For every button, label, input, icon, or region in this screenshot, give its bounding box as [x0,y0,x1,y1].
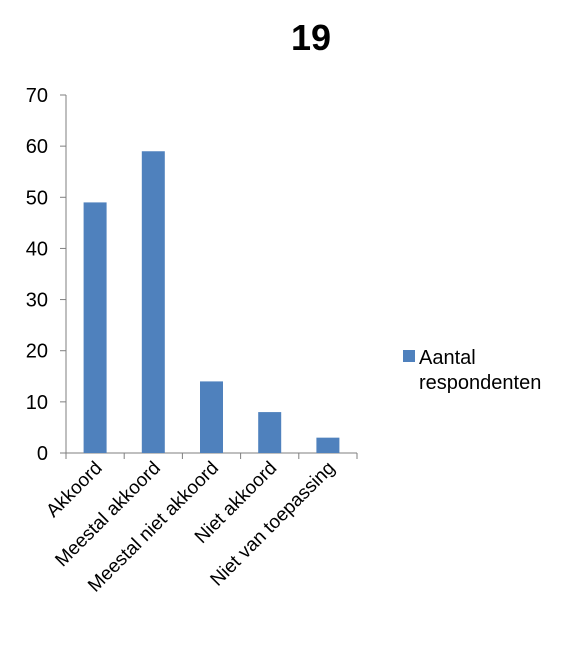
bar [258,412,282,453]
legend-swatch [403,350,415,362]
x-tick-label: Meestal akkoord [51,458,164,571]
bar [141,151,165,453]
axes: 0 10 20 30 40 50 60 70 [26,85,358,465]
y-tick-label: 20 [26,341,48,363]
legend-label-line2: respondenten [419,372,541,394]
legend-label-line1: Aantal [419,347,476,369]
legend: Aantal respondenten [403,347,541,394]
y-tick-label: 0 [37,443,48,465]
y-tick-label: 40 [26,238,48,260]
bar [200,381,223,453]
y-tick-label: 60 [26,136,48,158]
y-tick-label: 70 [26,85,48,107]
chart-title: 19 [291,17,331,58]
y-tick-label: 50 [26,187,48,209]
y-tick-label: 10 [26,392,48,414]
bars [83,151,340,453]
bar [316,437,340,453]
bar [83,202,107,453]
y-tick-label: 30 [26,290,48,312]
